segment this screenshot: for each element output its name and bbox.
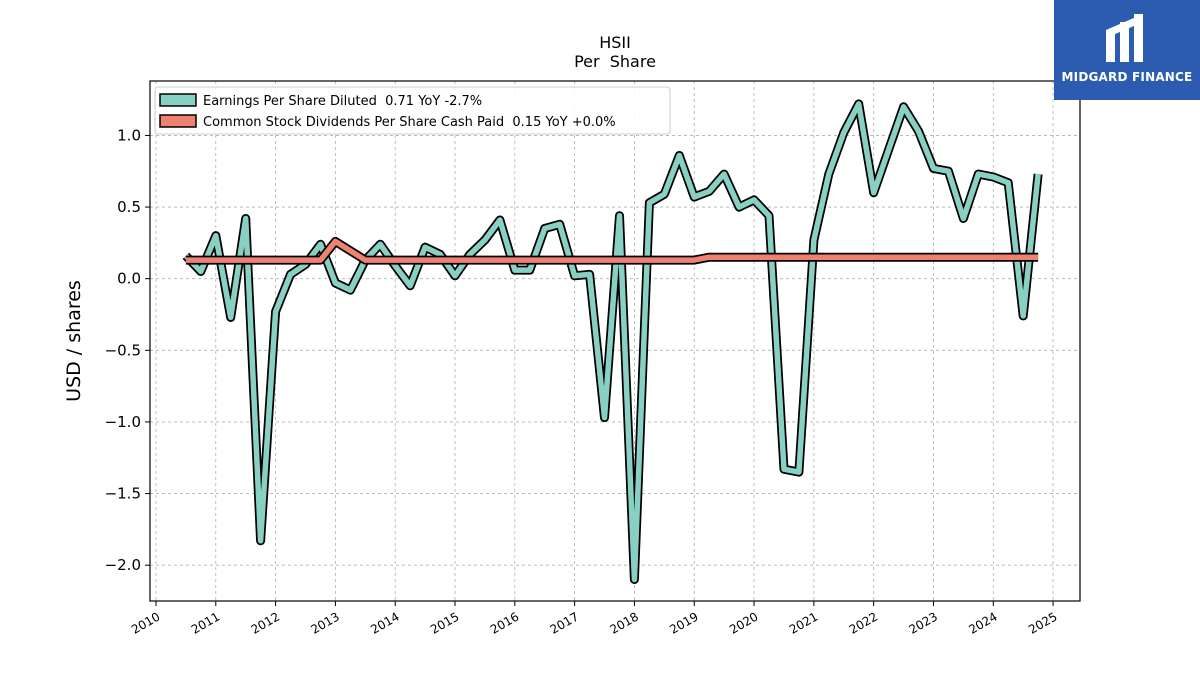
x-tick-label: 2011 [189, 609, 222, 636]
midgard-mark-icon [1106, 14, 1143, 62]
x-tick-label: 2017 [548, 609, 581, 636]
x-tick-label: 2019 [667, 609, 700, 636]
x-tick-label: 2023 [907, 609, 940, 636]
legend-label-eps: Earnings Per Share Diluted 0.71 YoY -2.7… [203, 94, 482, 109]
x-tick-label: 2020 [727, 609, 760, 636]
x-tick-label: 2012 [249, 609, 282, 636]
y-tick-label: 1.0 [117, 126, 141, 144]
brand-logo: MIDGARD FINANCE [1054, 0, 1200, 100]
y-tick-label: 0.5 [117, 198, 141, 216]
series-line [185, 238, 1039, 263]
x-tick-label: 2015 [428, 609, 461, 636]
x-tick-label: 2010 [129, 609, 162, 636]
series-line [183, 101, 1041, 583]
legend-swatch-dividends [159, 114, 197, 128]
x-tick-label: 2021 [787, 609, 820, 636]
y-tick-label: −2.0 [105, 556, 141, 574]
grid [150, 81, 1080, 601]
x-tick-label: 2022 [847, 609, 880, 636]
y-tick-label: −1.0 [105, 413, 141, 431]
chart-title: HSII [599, 33, 631, 52]
series-0 [182, 99, 1043, 584]
legend-swatch-eps [159, 93, 197, 107]
brand-name: MIDGARD FINANCE [1061, 70, 1193, 84]
y-tick-label: −0.5 [105, 341, 141, 359]
chart-subtitle: Per Share [574, 52, 656, 71]
axes: 1.0 0.5 0.0 −0.5 −1.0 −1.5 −2.0 2010 2011 2012 201… [105, 126, 1060, 636]
y-tick-label: −1.5 [105, 485, 141, 503]
series-layer [182, 99, 1043, 584]
plot-frame [149, 80, 1081, 602]
x-tick-label: 2024 [966, 609, 999, 636]
y-axis-label: USD / shares [63, 280, 85, 402]
series-1 [185, 236, 1039, 265]
x-tick-label: 2016 [488, 609, 521, 636]
legend-box [154, 86, 671, 135]
x-tick-label: 2018 [607, 609, 640, 636]
y-tick-label: 0.0 [117, 270, 141, 288]
legend-label-dividends: Common Stock Dividends Per Share Cash Pa… [203, 115, 616, 130]
x-tick-label: 2025 [1026, 609, 1059, 636]
x-tick-label: 2013 [308, 609, 341, 636]
x-tick-label: 2014 [368, 609, 401, 636]
legend: Earnings Per Share Diluted 0.71 YoY -2.7… [154, 86, 671, 135]
